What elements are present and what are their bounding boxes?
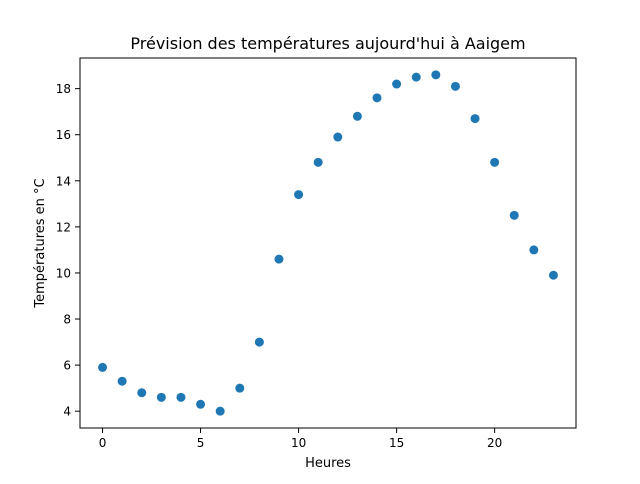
data-point bbox=[117, 376, 127, 386]
y-tick-label: 10 bbox=[56, 266, 71, 280]
x-tick-label: 15 bbox=[389, 436, 404, 450]
data-point bbox=[176, 392, 186, 402]
data-point bbox=[411, 72, 421, 82]
data-point bbox=[490, 157, 500, 167]
x-tick-label: 10 bbox=[291, 436, 306, 450]
data-point bbox=[156, 392, 166, 402]
data-point bbox=[352, 111, 362, 121]
data-point bbox=[274, 254, 284, 264]
data-point bbox=[196, 399, 206, 409]
y-tick-label: 16 bbox=[56, 128, 71, 142]
data-point bbox=[470, 114, 480, 124]
x-axis-ticks: 0 5 10 15 20 bbox=[99, 428, 502, 450]
data-point bbox=[294, 190, 304, 200]
x-tick-label: 20 bbox=[487, 436, 502, 450]
x-tick-label: 0 bbox=[99, 436, 107, 450]
data-point bbox=[333, 132, 343, 142]
data-point bbox=[98, 362, 108, 372]
data-point bbox=[548, 270, 558, 280]
data-point bbox=[254, 337, 264, 347]
y-tick-label: 6 bbox=[63, 359, 71, 373]
data-point bbox=[313, 157, 323, 167]
y-tick-label: 8 bbox=[63, 313, 71, 327]
y-tick-label: 4 bbox=[63, 405, 71, 419]
x-axis-label: Heures bbox=[305, 456, 351, 471]
y-tick-label: 14 bbox=[56, 174, 71, 188]
chart-title: Prévision des températures aujourd'hui à… bbox=[130, 34, 525, 53]
data-point bbox=[372, 93, 382, 103]
y-tick-label: 12 bbox=[56, 220, 71, 234]
data-point bbox=[431, 70, 441, 80]
data-point bbox=[529, 245, 539, 255]
x-tick-label: 5 bbox=[197, 436, 205, 450]
y-tick-label: 18 bbox=[56, 82, 71, 96]
data-point bbox=[392, 79, 402, 89]
data-point bbox=[215, 406, 225, 416]
plot-frame bbox=[79, 57, 577, 429]
data-point bbox=[235, 383, 245, 393]
data-point bbox=[509, 210, 519, 220]
data-point bbox=[137, 388, 147, 398]
y-axis-label: Températures en °C bbox=[33, 178, 48, 308]
data-point bbox=[450, 81, 460, 91]
y-axis-ticks: 4 6 8 10 12 14 16 18 bbox=[56, 82, 80, 419]
data-points bbox=[98, 70, 558, 416]
